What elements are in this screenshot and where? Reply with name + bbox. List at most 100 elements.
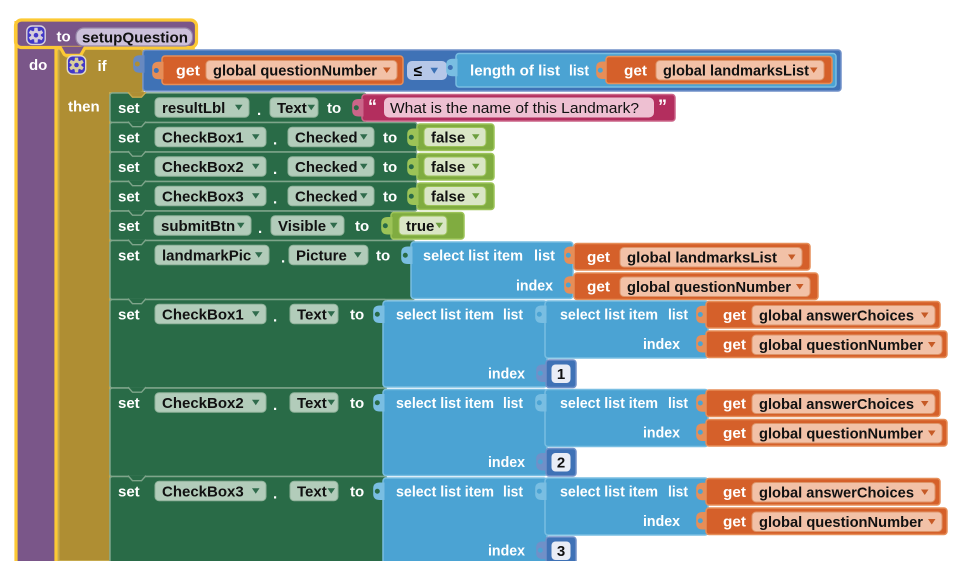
svg-text:false: false: [431, 188, 465, 205]
svg-text:set: set: [118, 248, 140, 265]
svg-text:get: get: [176, 63, 200, 80]
svg-text:list: list: [503, 307, 523, 324]
svg-text:index: index: [488, 543, 526, 560]
svg-text:.: .: [257, 102, 261, 119]
svg-text:get: get: [723, 396, 746, 413]
svg-text:select list item: select list item: [560, 484, 658, 501]
svg-text:to: to: [383, 189, 397, 206]
svg-text:to: to: [383, 159, 397, 176]
svg-text:global questionNumber: global questionNumber: [627, 279, 791, 296]
svg-text:list: list: [503, 395, 523, 412]
svg-text:get: get: [723, 484, 746, 501]
svg-text:select list item: select list item: [396, 484, 494, 501]
svg-text:select list item: select list item: [560, 395, 658, 412]
svg-text:select list item: select list item: [396, 395, 494, 412]
svg-text:then: then: [68, 99, 100, 116]
svg-text:global questionNumber: global questionNumber: [759, 426, 923, 443]
svg-text:get: get: [587, 279, 610, 296]
svg-text:set: set: [118, 307, 140, 324]
svg-text:.: .: [273, 131, 277, 148]
svg-text:CheckBox3: CheckBox3: [162, 483, 244, 500]
svg-text:Picture: Picture: [296, 247, 347, 264]
svg-text:Checked: Checked: [295, 129, 358, 146]
svg-text:to: to: [350, 307, 364, 324]
svg-text:to: to: [376, 248, 390, 265]
svg-text:list: list: [668, 307, 688, 324]
svg-text:index: index: [643, 513, 681, 530]
svg-text:Checked: Checked: [295, 159, 358, 176]
svg-text:Text: Text: [297, 483, 327, 500]
svg-text:to: to: [383, 130, 397, 147]
svg-text:global questionNumber: global questionNumber: [213, 63, 377, 80]
svg-text:≤: ≤: [414, 63, 423, 80]
svg-text:.: .: [258, 220, 262, 237]
svg-text:global answerChoices: global answerChoices: [759, 308, 914, 325]
svg-text:global questionNumber: global questionNumber: [759, 514, 923, 531]
svg-text:CheckBox1: CheckBox1: [162, 129, 244, 146]
svg-text:.: .: [281, 249, 285, 266]
svg-text:get: get: [587, 249, 610, 266]
svg-text:select list item: select list item: [396, 307, 494, 324]
svg-text:index: index: [488, 454, 526, 471]
svg-text:.: .: [273, 190, 277, 207]
svg-text:”: ”: [658, 97, 667, 117]
svg-text:true: true: [406, 218, 434, 235]
svg-text:global answerChoices: global answerChoices: [759, 485, 914, 502]
svg-text:get: get: [723, 307, 746, 324]
svg-text:list: list: [534, 248, 555, 265]
svg-text:CheckBox1: CheckBox1: [162, 306, 244, 323]
svg-text:list: list: [569, 63, 589, 80]
svg-text:resultLbl: resultLbl: [162, 100, 225, 117]
svg-text:“: “: [368, 97, 377, 117]
svg-text:do: do: [29, 57, 47, 74]
svg-text:global answerChoices: global answerChoices: [759, 396, 914, 413]
svg-text:set: set: [118, 159, 140, 176]
svg-text:to: to: [350, 395, 364, 412]
svg-text:list: list: [668, 395, 688, 412]
svg-text:get: get: [723, 514, 746, 531]
svg-text:set: set: [118, 130, 140, 147]
svg-text:setupQuestion: setupQuestion: [82, 29, 188, 46]
svg-text:list: list: [503, 484, 523, 501]
svg-text:What is the name of this Landm: What is the name of this Landmark?: [390, 100, 639, 117]
svg-text:global landmarksList: global landmarksList: [627, 250, 777, 267]
svg-text:CheckBox2: CheckBox2: [162, 159, 244, 176]
svg-text:get: get: [723, 337, 746, 354]
svg-text:2: 2: [557, 455, 565, 472]
svg-text:false: false: [431, 159, 465, 176]
svg-text:index: index: [516, 277, 554, 294]
svg-text:if: if: [98, 58, 108, 75]
svg-text:.: .: [273, 485, 277, 502]
svg-text:index: index: [488, 366, 526, 383]
svg-text:set: set: [118, 484, 140, 501]
svg-text:to: to: [57, 28, 71, 45]
svg-text:length of list: length of list: [470, 63, 560, 80]
svg-text:Visible: Visible: [278, 218, 326, 235]
svg-text:index: index: [643, 336, 681, 353]
svg-text:.: .: [273, 161, 277, 178]
svg-text:index: index: [643, 425, 681, 442]
svg-text:1: 1: [557, 366, 565, 383]
svg-text:CheckBox2: CheckBox2: [162, 395, 244, 412]
svg-text:submitBtn: submitBtn: [161, 218, 235, 235]
svg-text:get: get: [723, 425, 746, 442]
svg-text:CheckBox3: CheckBox3: [162, 188, 244, 205]
svg-text:landmarkPic: landmarkPic: [162, 247, 251, 264]
svg-text:Text: Text: [297, 395, 327, 412]
svg-text:global landmarksList: global landmarksList: [663, 63, 809, 80]
svg-text:select list item: select list item: [423, 248, 523, 265]
svg-text:list: list: [668, 484, 688, 501]
svg-text:false: false: [431, 129, 465, 146]
svg-text:set: set: [118, 218, 140, 235]
svg-text:Text: Text: [297, 306, 327, 323]
svg-text:set: set: [118, 189, 140, 206]
svg-text:to: to: [355, 218, 369, 235]
svg-text:set: set: [118, 395, 140, 412]
svg-text:to: to: [350, 484, 364, 501]
svg-text:set: set: [118, 100, 140, 117]
svg-text:get: get: [624, 63, 647, 80]
svg-text:to: to: [327, 100, 341, 117]
svg-text:Checked: Checked: [295, 188, 358, 205]
svg-text:.: .: [273, 308, 277, 325]
svg-text:select list item: select list item: [560, 307, 658, 324]
